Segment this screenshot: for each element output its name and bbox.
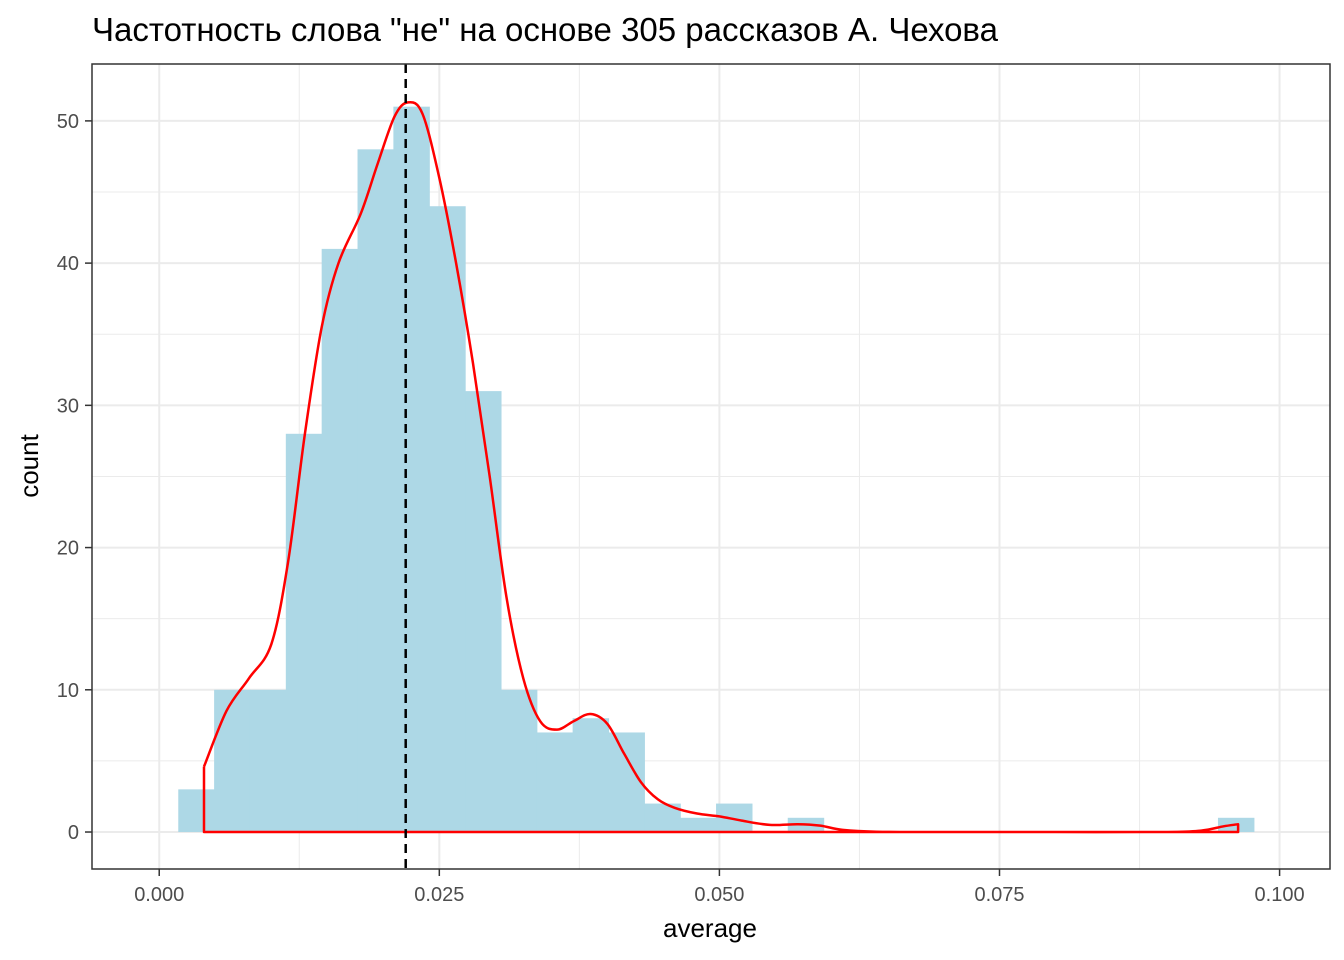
histogram-bar xyxy=(357,149,394,833)
histogram-bar xyxy=(214,689,251,833)
histogram-bar xyxy=(465,391,502,833)
x-tick-label: 0.025 xyxy=(414,884,464,906)
x-tick-label: 0.050 xyxy=(694,884,744,906)
histogram-bar xyxy=(285,433,323,833)
histogram-bar xyxy=(608,732,645,833)
histogram-bar xyxy=(572,718,610,833)
histogram-bar xyxy=(178,789,215,833)
histogram-bar xyxy=(500,689,538,833)
y-tick-label: 0 xyxy=(68,822,79,844)
chart-title: Частотность слова "не" на основе 305 рас… xyxy=(92,11,999,48)
x-axis: 0.000 0.025 0.050 0.075 0.100 xyxy=(134,869,1305,906)
major-gridlines xyxy=(92,64,1330,869)
y-axis: 0 10 20 30 40 50 xyxy=(57,111,92,844)
y-tick-label: 10 xyxy=(57,680,79,702)
histogram-bar xyxy=(536,732,574,833)
y-axis-label: count xyxy=(14,433,44,497)
x-axis-label: average xyxy=(663,913,757,943)
x-tick-label: 0.000 xyxy=(134,884,184,906)
y-tick-label: 20 xyxy=(57,538,79,560)
density-curve xyxy=(202,100,1240,834)
y-tick-label: 30 xyxy=(57,395,79,417)
y-tick-label: 50 xyxy=(57,111,79,133)
y-tick-label: 40 xyxy=(57,253,79,275)
histogram-bar xyxy=(429,206,466,833)
histogram-bar xyxy=(249,689,287,833)
x-tick-label: 0.075 xyxy=(974,884,1024,906)
histogram-bar xyxy=(393,106,430,833)
panel-border xyxy=(91,63,1331,870)
histogram-bar xyxy=(321,248,359,833)
histogram-bars xyxy=(178,106,1255,833)
histogram-bar xyxy=(680,817,717,833)
x-tick-label: 0.100 xyxy=(1255,884,1305,906)
